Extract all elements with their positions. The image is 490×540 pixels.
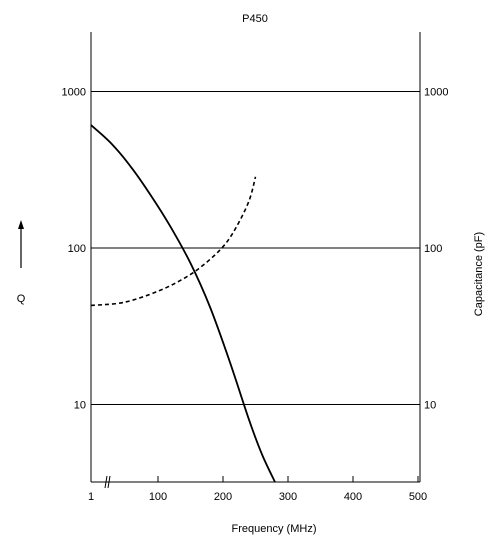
y-tick-label-right-100: 100 bbox=[424, 243, 442, 255]
y-tick-label-right-1000: 1000 bbox=[424, 87, 448, 99]
y-labels: 10 10 100 100 1000 1000 bbox=[62, 87, 449, 412]
y-tick-label-left-10: 10 bbox=[74, 400, 86, 412]
series-layer bbox=[90, 124, 276, 483]
y-tick-label-left-100: 100 bbox=[68, 243, 86, 255]
axis-break-mark-2 bbox=[107, 475, 111, 489]
series-line-1-solid bbox=[90, 124, 276, 483]
grid-layer bbox=[91, 91, 420, 406]
x-tick-label-500: 500 bbox=[409, 491, 427, 503]
x-tick-label-1: 1 bbox=[88, 491, 94, 503]
x-tick-label-400: 400 bbox=[344, 491, 362, 503]
x-tick-label-200: 200 bbox=[214, 491, 232, 503]
x-ticks: 1 100 200 300 400 500 bbox=[88, 476, 427, 503]
axis-break bbox=[104, 475, 111, 489]
q-arrow bbox=[18, 220, 24, 268]
x-tick-label-300: 300 bbox=[279, 491, 297, 503]
y-tick-label-right-10: 10 bbox=[424, 400, 436, 412]
q-arrow-head bbox=[18, 220, 24, 229]
y-axis-label-left: Q bbox=[17, 293, 26, 305]
axis-break-mark-1 bbox=[104, 475, 108, 489]
y-tick-label-left-1000: 1000 bbox=[62, 87, 86, 99]
series-line-2-dashed bbox=[90, 176, 257, 307]
y-axis-label-right: Capacitance (pF) bbox=[473, 232, 485, 316]
x-axis-label: Frequency (MHz) bbox=[232, 523, 317, 535]
x-tick-label-100: 100 bbox=[149, 491, 167, 503]
chart-title: P450 bbox=[242, 13, 268, 25]
